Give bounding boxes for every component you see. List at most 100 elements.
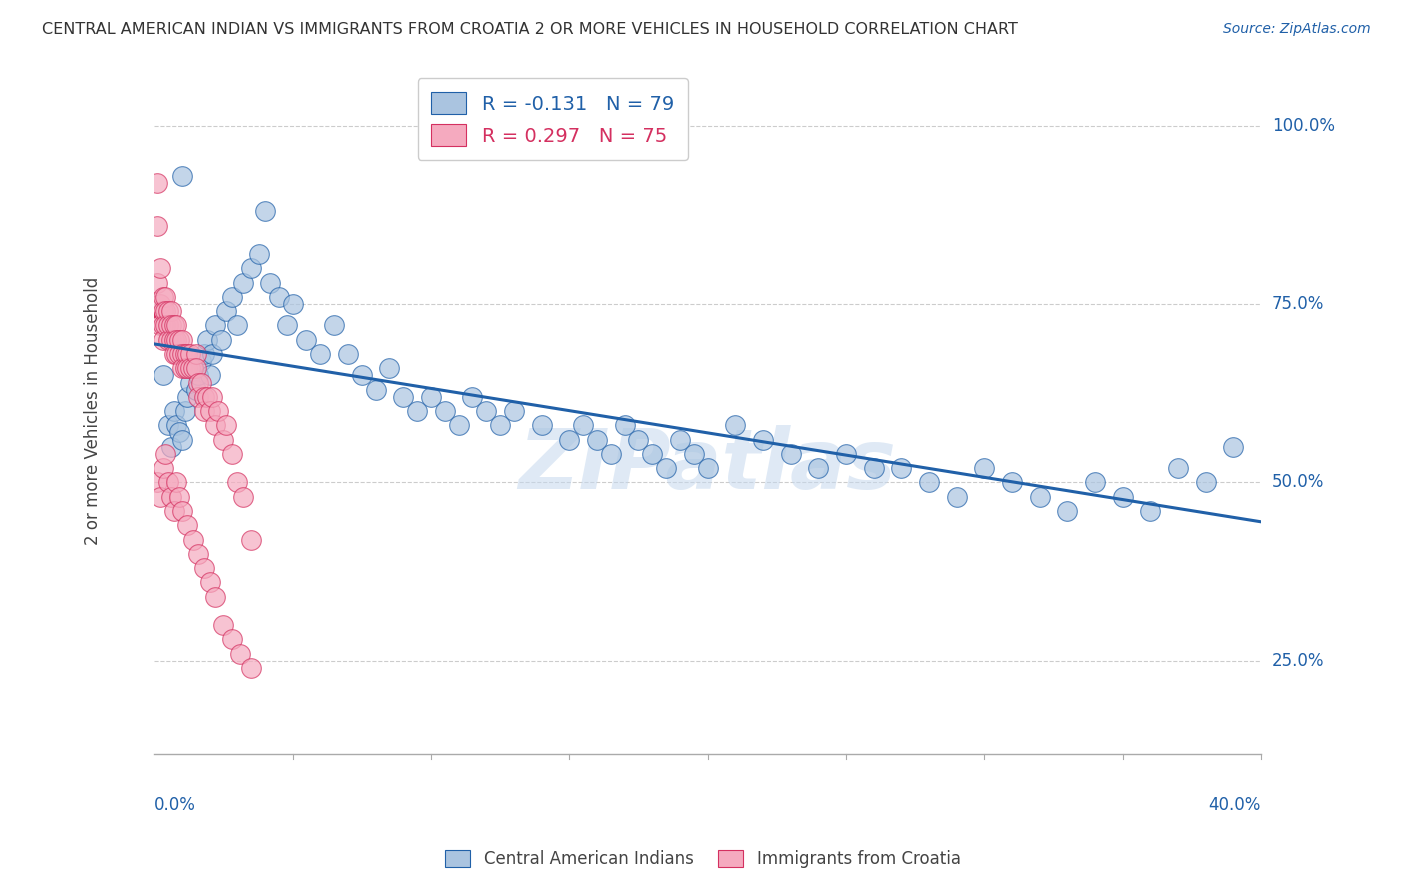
Point (170, 504, 193, 518)
Point (146, 176, 169, 190)
Point (193, 561, 215, 575)
Point (204, 418, 226, 433)
Point (176, 347, 198, 361)
Point (201, 390, 224, 404)
Point (209, 333, 232, 347)
Point (240, 261, 263, 276)
Point (627, 433, 650, 447)
Point (682, 447, 704, 461)
Point (187, 368, 209, 383)
Point (162, 333, 184, 347)
Point (215, 304, 238, 318)
Point (240, 661, 263, 675)
Point (350, 368, 373, 383)
Point (152, 290, 174, 304)
Point (226, 475, 249, 490)
Point (170, 347, 193, 361)
Point (165, 475, 187, 490)
Point (173, 404, 195, 418)
Point (187, 390, 209, 404)
Point (157, 418, 180, 433)
Point (419, 390, 441, 404)
Point (162, 404, 184, 418)
Point (433, 404, 456, 418)
Point (918, 475, 941, 490)
Text: 75.0%: 75.0% (1272, 295, 1324, 313)
Legend: R = -0.131   N = 79, R = 0.297   N = 75: R = -0.131 N = 79, R = 0.297 N = 75 (418, 78, 688, 160)
Point (146, 475, 169, 490)
Point (176, 361, 198, 376)
Point (167, 490, 190, 504)
Point (1167, 461, 1189, 475)
Point (173, 361, 195, 376)
Point (215, 418, 238, 433)
Point (309, 347, 332, 361)
Point (1194, 475, 1216, 490)
Point (181, 361, 204, 376)
Point (170, 333, 193, 347)
Text: ZIPatlas: ZIPatlas (519, 425, 897, 507)
Point (195, 333, 218, 347)
Point (160, 333, 183, 347)
Point (475, 404, 498, 418)
Point (221, 632, 243, 647)
Point (193, 404, 215, 418)
Point (176, 518, 198, 533)
Point (198, 368, 221, 383)
Point (406, 404, 429, 418)
Point (155, 447, 177, 461)
Legend: Central American Indians, Immigrants from Croatia: Central American Indians, Immigrants fro… (439, 843, 967, 875)
Point (165, 333, 187, 347)
Point (198, 575, 221, 590)
Point (204, 318, 226, 333)
Point (184, 347, 207, 361)
Point (461, 390, 484, 404)
Point (641, 447, 664, 461)
Point (187, 547, 209, 561)
Point (193, 390, 215, 404)
Point (157, 318, 180, 333)
Point (489, 418, 512, 433)
Point (1084, 475, 1107, 490)
Point (212, 433, 235, 447)
Point (181, 533, 204, 547)
Point (181, 361, 204, 376)
Point (229, 647, 252, 661)
Point (276, 318, 298, 333)
Point (945, 490, 967, 504)
Point (167, 333, 190, 347)
Point (364, 383, 387, 397)
Point (149, 490, 172, 504)
Point (1056, 504, 1078, 518)
Point (146, 276, 169, 290)
Point (253, 204, 276, 219)
Point (187, 376, 209, 390)
Point (160, 318, 183, 333)
Point (190, 354, 212, 368)
Point (221, 447, 243, 461)
Point (170, 169, 193, 183)
Point (221, 290, 243, 304)
Point (447, 418, 470, 433)
Point (157, 304, 180, 318)
Point (165, 418, 187, 433)
Point (179, 376, 201, 390)
Point (157, 333, 180, 347)
Point (259, 276, 281, 290)
Point (160, 440, 183, 454)
Point (152, 304, 174, 318)
Point (155, 290, 177, 304)
Point (157, 475, 180, 490)
Point (696, 461, 718, 475)
Point (190, 376, 212, 390)
Point (295, 333, 318, 347)
Point (807, 461, 830, 475)
Point (323, 318, 346, 333)
Point (973, 461, 995, 475)
Point (204, 590, 226, 604)
Point (558, 433, 581, 447)
Point (613, 418, 636, 433)
Point (655, 461, 678, 475)
Point (149, 261, 172, 276)
Point (165, 347, 187, 361)
